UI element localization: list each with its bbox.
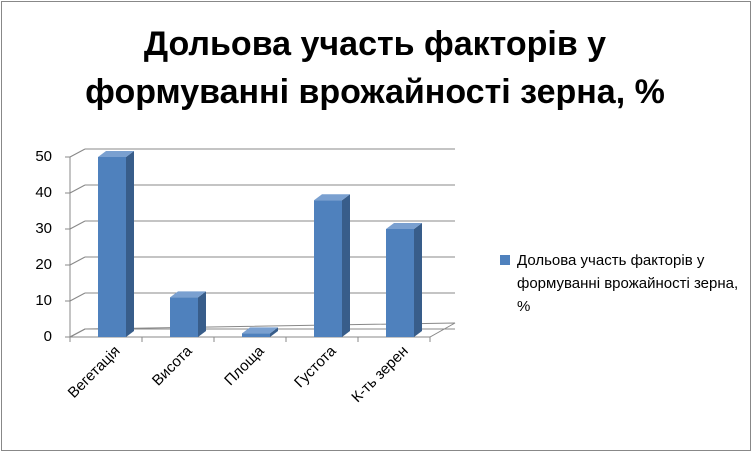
bar-front [170, 297, 198, 337]
legend: Дольова участь факторів у формуванні вро… [500, 249, 740, 318]
bar-side [126, 151, 134, 337]
bar-side [270, 327, 278, 337]
bar-top [386, 223, 422, 229]
y-tick-label: 50 [35, 148, 52, 165]
y-tick-label: 0 [44, 328, 52, 345]
bar [170, 291, 206, 337]
y-tick-label: 30 [35, 220, 52, 237]
bar-top [98, 151, 134, 157]
bar-side [342, 194, 350, 337]
x-tick-label: Висота [149, 342, 196, 389]
grid-line [69, 220, 86, 230]
y-tick-label: 40 [35, 184, 52, 201]
bar-side [414, 223, 422, 337]
bar-front [386, 229, 414, 337]
bar-front [242, 333, 270, 337]
grid-line [69, 184, 86, 194]
y-tick-label: 20 [35, 256, 52, 273]
bar-front [314, 200, 342, 337]
bar [314, 194, 350, 337]
legend-label: Дольова участь факторів у формуванні вро… [517, 252, 739, 315]
grid-line [69, 328, 86, 338]
x-tick-label: Густота [291, 342, 340, 391]
bar [98, 151, 134, 337]
bar-top [314, 194, 350, 201]
bar [386, 223, 422, 337]
chart-title: Дольова участь факторів у формуванні вро… [85, 25, 665, 111]
grid-line [69, 292, 86, 302]
grid-line [69, 148, 86, 158]
y-tick-label: 10 [35, 292, 52, 309]
bar-top [242, 327, 278, 334]
bar-side [198, 291, 206, 337]
bar [242, 327, 278, 337]
legend-swatch [500, 255, 510, 265]
bar-front [98, 157, 126, 337]
bar-top [170, 291, 206, 298]
grid-line [69, 256, 86, 266]
x-tick-label: К-ть зерен [348, 343, 411, 406]
x-tick-label: Вегетація [65, 343, 124, 402]
x-tick-label: Площа [221, 342, 268, 389]
